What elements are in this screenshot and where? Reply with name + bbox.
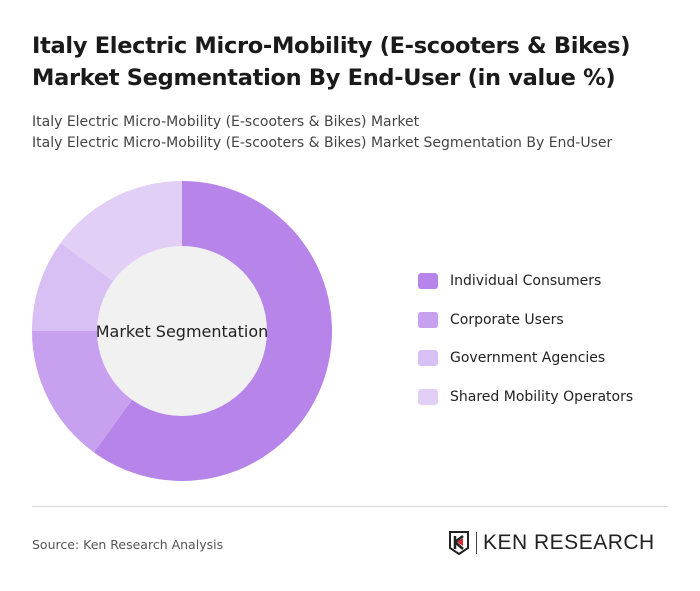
legend-label: Individual Consumers <box>450 273 602 290</box>
legend-swatch <box>418 350 438 367</box>
legend-item: Corporate Users <box>418 301 633 340</box>
legend-label: Shared Mobility Operators <box>450 388 634 405</box>
logo-text: KEN RESEARCH <box>483 531 655 554</box>
subtitle-segmentation: Italy Electric Micro-Mobility (E-scooter… <box>32 135 613 151</box>
legend-item: Individual Consumers <box>418 262 633 301</box>
chart-title: Italy Electric Micro-Mobility (E-scooter… <box>32 33 631 91</box>
legend: Individual Consumers Corporate Users Gover… <box>418 262 633 416</box>
ken-research-logo: KEN RESEARCH <box>448 530 655 556</box>
legend-item: Government Agencies <box>418 339 633 378</box>
donut-center <box>97 246 267 416</box>
legend-label: Corporate Users <box>450 311 564 328</box>
source-note: Source: Ken Research Analysis <box>32 537 224 552</box>
legend-swatch <box>418 388 438 405</box>
legend-item: Shared Mobility Operators <box>418 378 633 417</box>
legend-swatch <box>418 273 438 290</box>
ken-logo-icon <box>449 531 469 556</box>
divider <box>32 506 668 507</box>
donut-chart: Market Segmentation <box>32 181 332 481</box>
legend-swatch <box>418 311 438 328</box>
center-label: Market Segmentation <box>96 322 269 341</box>
legend-label: Government Agencies <box>450 350 606 367</box>
subtitle-market: Italy Electric Micro-Mobility (E-scooter… <box>32 114 420 130</box>
